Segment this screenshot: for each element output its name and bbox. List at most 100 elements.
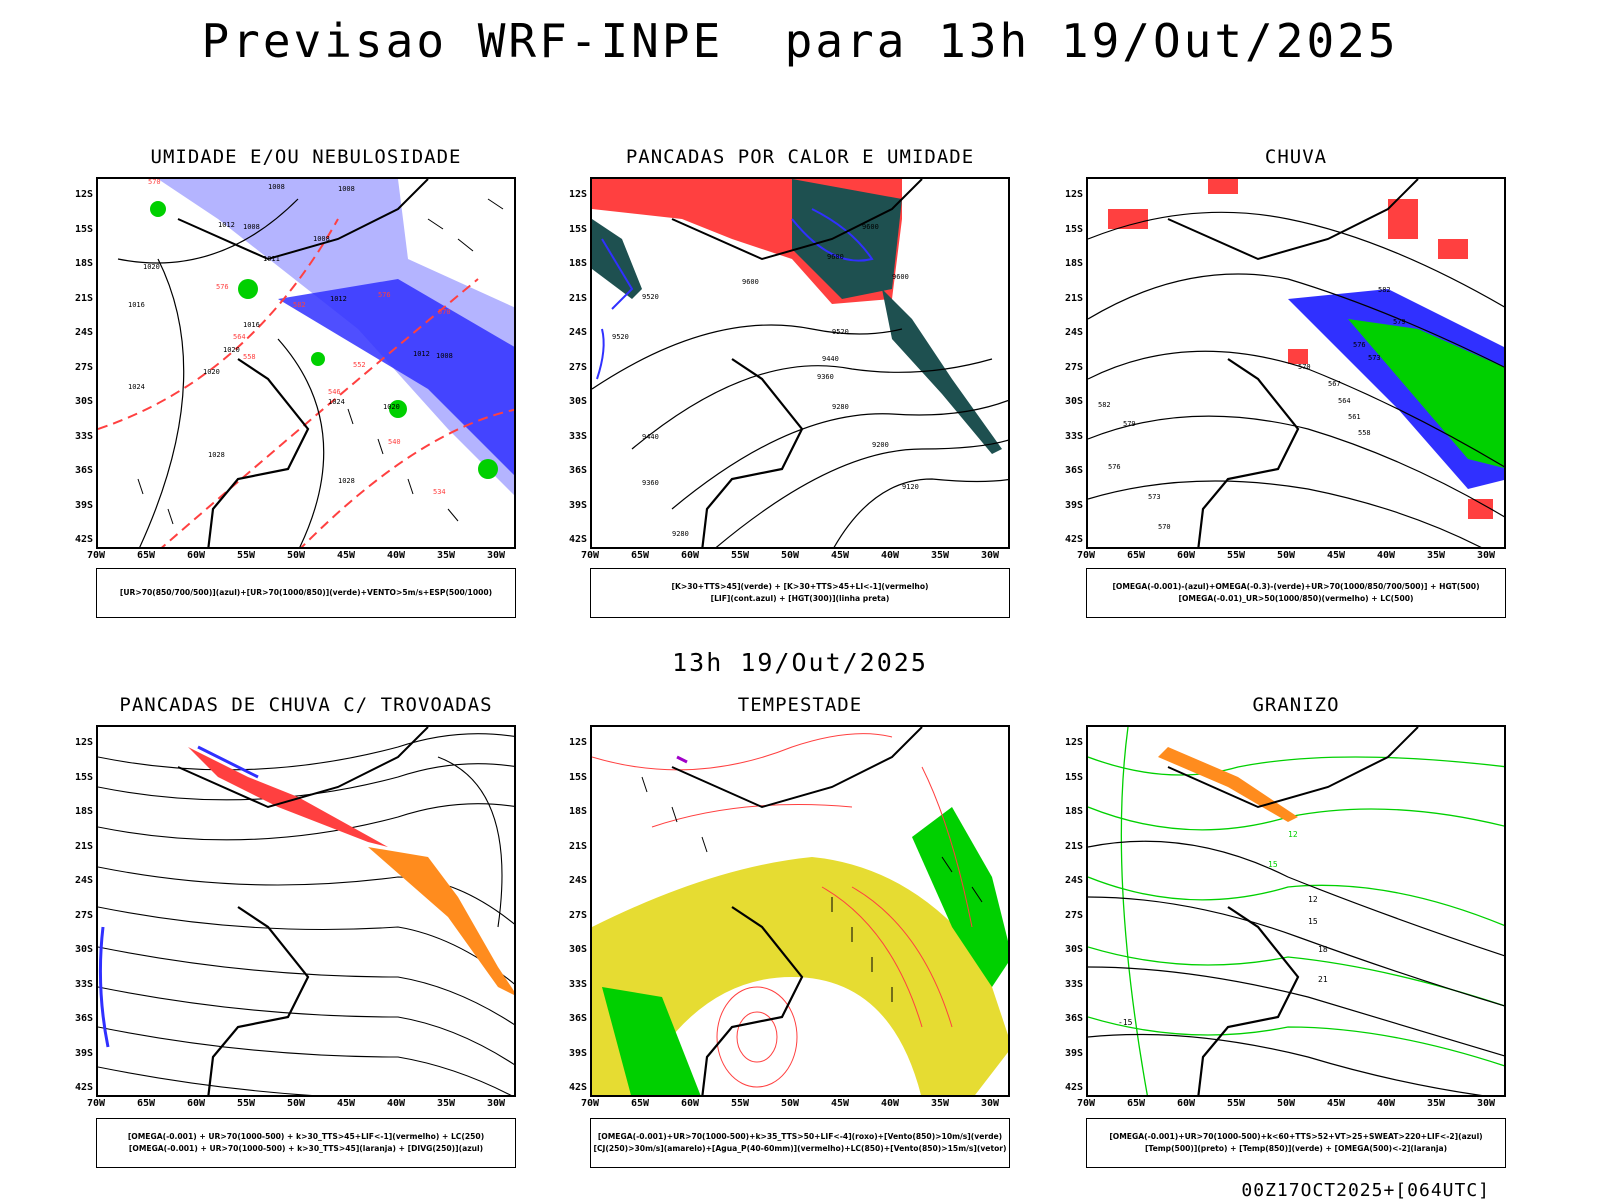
contour-label: 9600	[892, 273, 909, 281]
contour-label: 9200	[872, 441, 889, 449]
legend-line: [K>30+TTS>45](verde) + [K>30+TTS>45+LI<-…	[671, 582, 929, 591]
thickness-line-2	[161, 278, 479, 547]
contour-label: 558	[243, 353, 256, 361]
legend-line: [OMEGA(-0.001)+UR>70(1000-500)+k<60+TTS>…	[1109, 1132, 1483, 1141]
contour-label: 567	[1328, 380, 1341, 388]
green-humidity-patches	[150, 201, 498, 479]
hgt500-1	[1088, 211, 1504, 308]
latitude-label: 21S	[74, 840, 93, 852]
longitude-label: 70W	[86, 1098, 106, 1109]
contour-label: 9520	[612, 333, 629, 341]
latitude-label: 21S	[568, 840, 587, 852]
hgt500-4	[1088, 415, 1504, 518]
contour-label: 564	[233, 333, 246, 341]
latitude-label: 36S	[568, 465, 587, 476]
longitude-label: 60W	[186, 550, 206, 561]
latitude-label: 21S	[1064, 840, 1083, 852]
latitude-label: 27S	[568, 909, 587, 921]
contour-label: 570	[148, 179, 161, 186]
contour-label: 1020	[143, 263, 160, 271]
teal-coastal-band	[882, 289, 1002, 454]
latitude-label: 18S	[74, 258, 93, 269]
contour-label: 9520	[832, 328, 849, 336]
latitude-label: 33S	[74, 430, 93, 442]
latitude-label: 42S	[74, 534, 93, 545]
contour-label: 9440	[822, 355, 839, 363]
longitude-label: 35W	[1426, 550, 1446, 561]
legend-umidade: [UR>70(850/700/500)](azul)+[UR>70(1000/8…	[96, 568, 516, 618]
longitude-label: 50W	[780, 1098, 800, 1109]
contour-label: 1020	[223, 346, 240, 354]
latitude-label: 36S	[568, 1013, 587, 1024]
contour-label: 534	[433, 488, 446, 496]
contour-label: 9440	[642, 433, 659, 441]
longitude-label: 45W	[830, 550, 850, 561]
panel-title-umidade: UMIDADE E/OU NEBULOSIDADE	[150, 146, 462, 168]
contour-label: 579	[1393, 318, 1406, 326]
longitude-label: 40W	[386, 1098, 406, 1109]
longitude-label: 40W	[386, 550, 406, 561]
longitude-label: 35W	[436, 1098, 456, 1109]
longitude-label: 65W	[1126, 550, 1146, 561]
longitude-label: 45W	[1326, 550, 1346, 561]
purple-marker	[676, 755, 688, 764]
longitude-label: 40W	[1376, 1098, 1396, 1109]
coastline	[701, 358, 804, 547]
contour-label: 9520	[642, 293, 659, 301]
longitude-label: 50W	[286, 1098, 306, 1109]
longitude-label: 40W	[1376, 550, 1396, 561]
contour-label: 1008	[313, 235, 330, 243]
legend-pancadas-trovoadas: [OMEGA(-0.001) + UR>70(1000-500) + k>30_…	[96, 1118, 516, 1168]
longitude-label: 60W	[680, 550, 700, 561]
latitude-label: 42S	[1064, 1082, 1083, 1093]
latitude-label: 18S	[1064, 258, 1083, 269]
latitude-label: 27S	[568, 361, 587, 373]
longitude-label: 65W	[630, 1098, 650, 1109]
legend-pancadas-calor: [K>30+TTS>45](verde) + [K>30+TTS>45+LI<-…	[590, 568, 1010, 618]
panel-title-tempestade: TEMPESTADE	[737, 694, 863, 716]
latitude-label: 24S	[74, 327, 93, 338]
latitude-label: 36S	[74, 1013, 93, 1024]
longitude-label: 70W	[86, 550, 106, 561]
legend-line: [LIF](cont.azul) + [HGT(300)](linha pret…	[710, 594, 890, 603]
contour-label: 1020	[383, 403, 400, 411]
contour-label: 570	[438, 308, 451, 316]
contour-label: 9280	[672, 530, 689, 538]
hgt-contour-4	[715, 439, 1008, 547]
rain-blue-area	[1288, 289, 1504, 489]
panel-title-granizo: GRANIZO	[1252, 694, 1340, 716]
latitude-label: 18S	[568, 806, 587, 817]
latitude-label: 27S	[74, 909, 93, 921]
contour-label: 1008	[268, 183, 285, 191]
main-title: Previsao WRF-INPE para 13h 19/Out/2025	[201, 14, 1399, 68]
longitude-label: 65W	[630, 550, 650, 561]
contour-label: 564	[1338, 397, 1351, 405]
latitude-label: 39S	[568, 1047, 587, 1059]
latitude-label: 18S	[1064, 806, 1083, 817]
longitude-label: 30W	[486, 550, 506, 561]
contour-label: 546	[328, 388, 341, 396]
forecast-time-subtitle: 13h 19/Out/2025	[672, 648, 928, 677]
latitude-label: 33S	[1064, 978, 1083, 990]
map-umidade: 1008 1008 1008 1012 1008 1011 1020 1016 …	[96, 177, 516, 549]
latitude-label: 42S	[568, 1082, 587, 1093]
latitude-label: 30S	[1064, 944, 1083, 955]
longitude-label: 30W	[486, 1098, 506, 1109]
wind-vectors-850	[641, 776, 983, 1002]
longitude-label: 50W	[1276, 1098, 1296, 1109]
longitude-label: 65W	[136, 1098, 156, 1109]
contour-label: 9600	[827, 253, 844, 261]
coastline	[207, 358, 310, 547]
latitude-label: 21S	[568, 292, 587, 304]
longitude-label: 55W	[730, 1098, 750, 1109]
longitude-label: 70W	[580, 550, 600, 561]
temp500-contours	[1088, 840, 1504, 1095]
wind-green-area-2	[602, 987, 701, 1095]
contour-label: 582	[1378, 286, 1391, 294]
border-1	[1167, 727, 1419, 809]
hgt500-3	[1088, 350, 1504, 468]
coastline	[1197, 906, 1300, 1095]
omega-orange-band	[1158, 747, 1298, 822]
longitude-label: 30W	[1476, 1098, 1496, 1109]
wind-vectors	[137, 198, 504, 525]
